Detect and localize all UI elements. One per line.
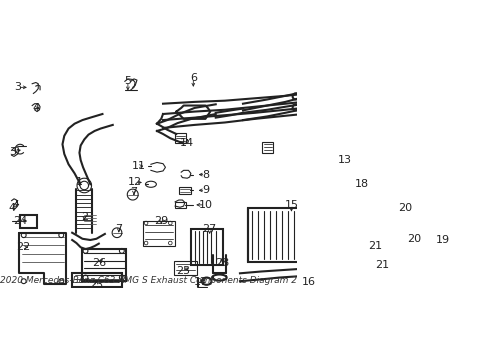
Bar <box>351 187 366 205</box>
Bar <box>174 261 197 275</box>
Bar <box>143 221 174 246</box>
Bar <box>20 215 37 228</box>
Bar <box>247 208 319 262</box>
Text: 28: 28 <box>214 258 228 268</box>
Text: 7: 7 <box>130 186 137 197</box>
Text: 14: 14 <box>180 138 194 148</box>
Text: 24: 24 <box>13 216 27 226</box>
Text: 26: 26 <box>92 258 106 268</box>
Bar <box>179 187 190 194</box>
Bar <box>72 273 122 287</box>
Text: 2020 Mercedes-Benz C63 AMG S Exhaust Components Diagram 2: 2020 Mercedes-Benz C63 AMG S Exhaust Com… <box>0 276 297 285</box>
Text: 18: 18 <box>354 179 368 189</box>
Bar <box>82 249 126 280</box>
Text: 6: 6 <box>189 73 196 83</box>
Text: 27: 27 <box>202 224 216 234</box>
Text: 13: 13 <box>337 155 351 165</box>
Text: 29: 29 <box>154 216 168 226</box>
Bar <box>175 134 185 143</box>
Text: 22: 22 <box>17 242 31 252</box>
Text: 11: 11 <box>132 161 145 171</box>
Text: 12: 12 <box>128 177 142 188</box>
Text: 4: 4 <box>8 203 15 213</box>
Text: 21: 21 <box>374 260 388 270</box>
Bar <box>262 142 273 153</box>
Text: 15: 15 <box>284 200 298 210</box>
Text: 7: 7 <box>115 224 122 234</box>
Text: 4: 4 <box>32 103 40 113</box>
Bar <box>175 202 185 208</box>
Text: 16: 16 <box>301 278 315 287</box>
Text: 19: 19 <box>435 235 449 245</box>
Text: 1: 1 <box>76 177 83 188</box>
Text: 20: 20 <box>406 234 420 244</box>
Text: 2: 2 <box>81 212 88 222</box>
Text: 8: 8 <box>202 170 208 180</box>
Bar <box>191 229 223 265</box>
Text: 23: 23 <box>89 280 103 291</box>
Text: 20: 20 <box>397 203 411 213</box>
Text: 9: 9 <box>202 185 208 195</box>
Text: 17: 17 <box>193 278 207 287</box>
Text: 3: 3 <box>9 147 16 157</box>
Text: 5: 5 <box>124 76 131 86</box>
Text: 10: 10 <box>198 200 212 210</box>
Text: 21: 21 <box>367 241 381 251</box>
Text: 3: 3 <box>14 82 21 93</box>
Text: 25: 25 <box>176 266 190 276</box>
